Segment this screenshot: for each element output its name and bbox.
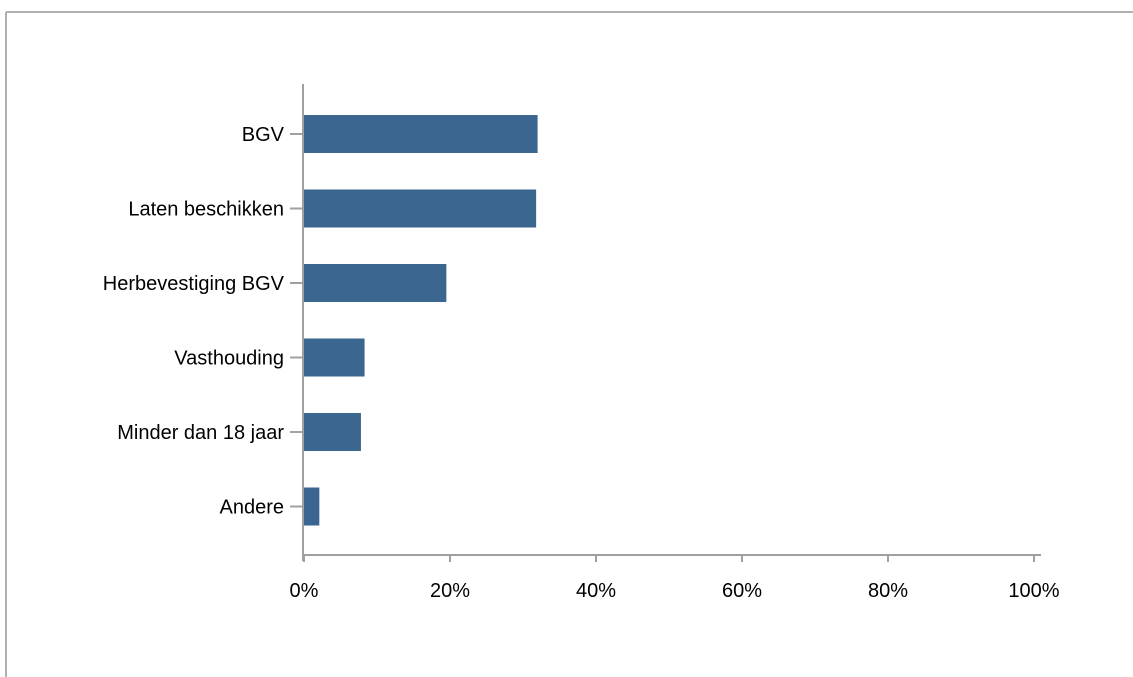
bar-laten-beschikken (304, 189, 537, 228)
x-tick-label: 0% (290, 580, 319, 602)
bar-vasthouding (304, 338, 365, 377)
x-tick-label: 80% (868, 580, 908, 602)
x-axis: 0% 20% 40% 60% 80% 100% (290, 554, 1060, 602)
y-tick-label: Minder dan 18 jaar (117, 422, 284, 444)
y-tick-label: Andere (220, 497, 285, 519)
y-tick-label: Vasthouding (174, 348, 284, 370)
y-tick-label: Laten beschikken (128, 199, 284, 221)
x-tick-label: 40% (576, 580, 616, 602)
x-tick-label: 100% (1008, 580, 1059, 602)
bar-minder-dan-18-jaar (304, 413, 361, 451)
y-axis: BGV Laten beschikken Herbevestiging BGV Vas… (103, 84, 304, 561)
y-tick-label: Herbevestiging BGV (103, 273, 285, 295)
bars-group (304, 115, 538, 526)
x-tick-label: 60% (722, 580, 762, 602)
y-tick-label: BGV (242, 124, 285, 146)
bar-herbevestiging-bgv (304, 264, 447, 302)
bar-andere (304, 487, 320, 526)
x-tick-label: 20% (430, 580, 470, 602)
bar-bgv (304, 115, 538, 153)
